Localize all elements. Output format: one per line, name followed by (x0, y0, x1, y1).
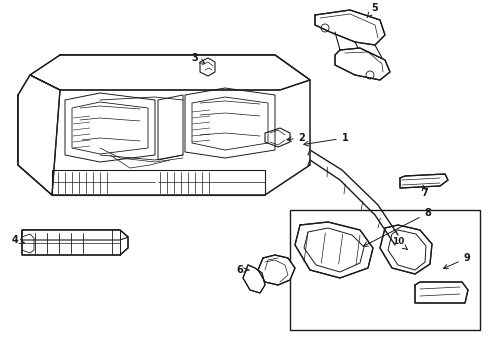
Text: 5: 5 (366, 3, 378, 18)
Polygon shape (22, 230, 128, 240)
Polygon shape (243, 265, 264, 293)
Text: 1: 1 (303, 133, 347, 146)
Polygon shape (22, 230, 128, 255)
Polygon shape (334, 48, 389, 80)
Text: 3: 3 (191, 53, 204, 63)
Text: 6: 6 (236, 265, 248, 275)
Polygon shape (314, 10, 384, 45)
Polygon shape (399, 174, 447, 188)
Text: 4: 4 (12, 235, 24, 245)
Polygon shape (379, 225, 431, 274)
Polygon shape (258, 255, 294, 285)
Polygon shape (18, 55, 309, 195)
Text: 7: 7 (421, 185, 427, 198)
Text: 8: 8 (363, 208, 430, 246)
Text: 2: 2 (286, 133, 305, 143)
Polygon shape (18, 75, 60, 195)
Polygon shape (414, 282, 467, 303)
Text: 9: 9 (443, 253, 469, 269)
Text: 10: 10 (391, 238, 407, 249)
Polygon shape (294, 222, 372, 278)
Polygon shape (30, 55, 309, 90)
